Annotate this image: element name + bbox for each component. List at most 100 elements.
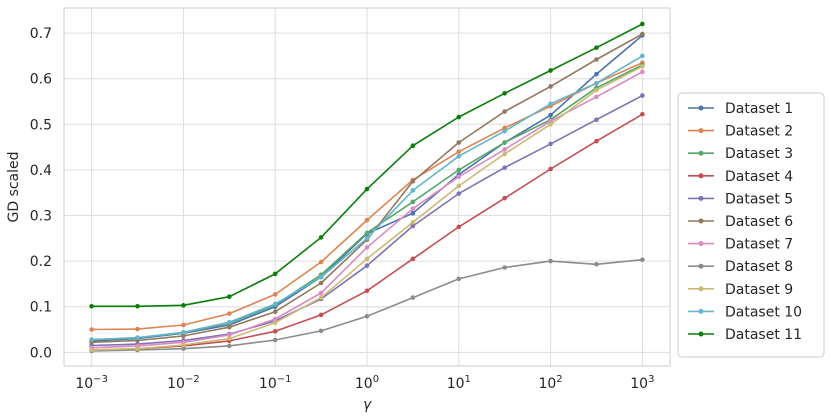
data-point [456,183,462,189]
legend-label: Dataset 1 [725,101,793,117]
data-point [272,337,278,343]
data-point [226,294,232,299]
legend-marker [698,218,704,224]
data-point [364,217,370,223]
y-axis-label: GD scaled [6,151,22,222]
data-point [640,257,645,263]
legend-marker [698,128,704,134]
data-point [272,292,278,297]
data-point [456,149,462,154]
data-point [594,80,599,86]
series-9 [89,64,645,353]
data-point [364,186,370,192]
data-point [364,245,370,250]
y-tick-labels: 0.0 0.1 0.2 0.3 0.4 0.5 0.6 0.7 [30,26,52,361]
legend-label: Dataset 7 [725,237,793,253]
x-tick-label: 10−3 [75,374,108,392]
data-point [318,274,324,280]
data-point [594,94,599,100]
data-point [181,346,186,351]
data-point [548,166,553,172]
legend-label: Dataset 6 [725,214,793,230]
data-point [410,206,416,211]
data-point [456,140,462,145]
legend-marker [698,150,704,156]
data-point [318,295,324,300]
y-tick-label: 0.0 [30,345,52,361]
data-point [89,327,94,332]
legend-label: Dataset 9 [725,282,793,298]
legend-label: Dataset 8 [725,259,793,275]
data-point [502,151,507,157]
data-point [226,311,232,316]
data-point [502,125,507,131]
y-tick-label: 0.5 [30,117,52,133]
x-tick-label: 102 [538,374,562,392]
data-point [502,128,507,134]
data-point [456,114,462,120]
data-point [272,271,278,277]
data-point [364,313,370,319]
data-point [181,303,186,308]
data-point [594,262,599,267]
data-point [594,117,599,123]
series-layer [89,21,645,354]
data-point [502,140,507,145]
data-point [410,295,416,300]
data-point [135,326,140,332]
data-point [364,263,370,268]
data-point [364,256,370,262]
data-point [364,230,370,236]
data-point [456,224,462,230]
data-point [272,329,278,334]
legend-box [677,92,825,358]
data-point [502,147,507,152]
data-point [548,84,553,89]
data-point [135,335,140,341]
data-point [181,333,186,339]
legend-marker [698,331,704,337]
data-point [135,346,140,351]
legend-marker [698,286,704,292]
data-point [410,143,416,149]
data-point [410,256,416,262]
data-point [318,290,324,296]
legend: Dataset 1 Dataset 2 Dataset 3 Dataset 4 Data… [677,92,825,358]
data-point [594,87,599,93]
legend-marker [698,173,704,179]
data-point [548,121,553,127]
data-point [318,312,324,318]
series-10 [89,53,645,342]
data-point [456,276,462,282]
y-tick-label: 0.4 [30,163,52,179]
data-point [410,188,416,193]
legend-label: Dataset 11 [725,327,802,343]
data-point [548,101,553,107]
y-tick-label: 0.7 [30,26,52,42]
data-point [89,347,94,353]
data-point [410,178,416,184]
series-11 [89,21,645,309]
data-point [456,174,462,180]
data-point [318,328,324,334]
data-point [594,138,599,144]
data-point [548,118,553,124]
series-7 [89,69,645,351]
data-point [272,316,278,322]
y-tick-label: 0.2 [30,254,52,270]
data-point [181,329,186,335]
data-point [640,53,645,59]
y-tick-label: 0.1 [30,300,52,316]
data-point [456,191,462,196]
x-tick-label: 10−2 [167,374,200,392]
data-point [318,259,324,265]
data-point [181,322,186,328]
legend-marker [698,308,704,314]
data-point [226,343,232,349]
data-point [226,319,232,325]
legend-marker [698,241,704,247]
data-point [410,210,416,216]
legend-label: Dataset 5 [725,191,793,207]
legend-label: Dataset 4 [725,169,793,185]
